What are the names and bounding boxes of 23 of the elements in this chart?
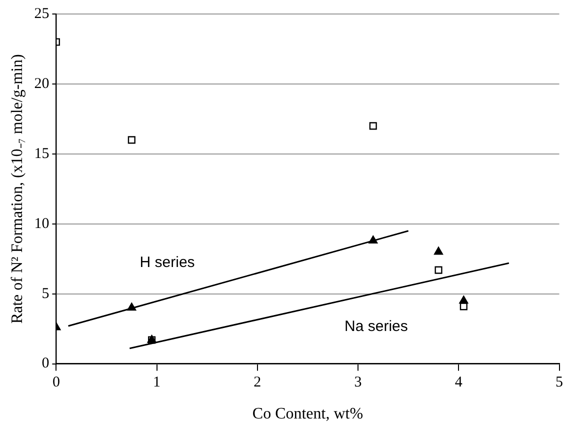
y-tick-label: 15 (34, 146, 50, 162)
point (434, 246, 444, 255)
point (128, 136, 136, 144)
y-tick-label: 25 (34, 6, 50, 22)
x-tick-label: 0 (52, 374, 60, 391)
x-tick-label: 2 (254, 374, 262, 391)
point (369, 122, 377, 130)
y-axis-title: Rate of N² Formation, (x10₋₇ mole/g-min) (8, 54, 26, 324)
y-tick-label: 20 (34, 76, 50, 92)
x-tick-label: 5 (556, 374, 563, 391)
y-tick-label: 10 (34, 216, 50, 232)
point (434, 266, 442, 274)
series-label: H series (140, 254, 195, 271)
x-tick-label: 3 (354, 374, 362, 391)
x-axis-title: Co Content, wt% (252, 406, 364, 423)
point (368, 236, 378, 244)
y-tick-label: 0 (42, 356, 50, 372)
x-tick-label: 1 (153, 374, 161, 391)
series-label: Na series (344, 318, 408, 336)
point (460, 302, 468, 310)
x-tick-label: 4 (454, 374, 463, 391)
y-tick-label: 5 (42, 286, 50, 302)
point (127, 302, 136, 311)
